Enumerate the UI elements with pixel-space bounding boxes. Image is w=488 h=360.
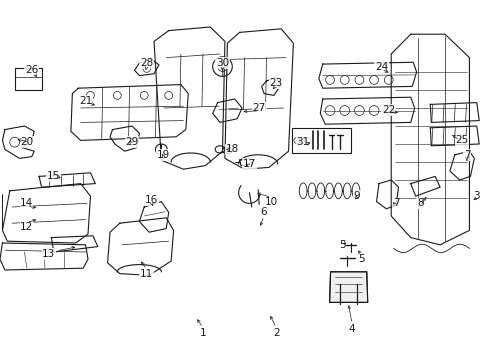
Text: 8: 8 <box>416 198 423 208</box>
Text: 22: 22 <box>381 105 395 115</box>
Circle shape <box>86 91 94 99</box>
Text: 5: 5 <box>338 240 345 250</box>
Text: 30: 30 <box>216 58 228 68</box>
Circle shape <box>354 105 364 116</box>
Text: 27: 27 <box>252 103 265 113</box>
Text: 14: 14 <box>20 198 34 208</box>
Text: 25: 25 <box>454 135 468 145</box>
Circle shape <box>368 105 378 116</box>
Circle shape <box>354 76 363 84</box>
Text: 3: 3 <box>472 191 479 201</box>
Text: 31: 31 <box>296 137 309 147</box>
Text: 10: 10 <box>264 197 277 207</box>
Text: 15: 15 <box>47 171 61 181</box>
Text: 29: 29 <box>125 137 139 147</box>
Text: 28: 28 <box>140 58 153 68</box>
Text: 24: 24 <box>374 62 387 72</box>
Text: 1: 1 <box>199 328 206 338</box>
Text: 17: 17 <box>242 159 256 169</box>
Circle shape <box>340 76 348 84</box>
Text: 19: 19 <box>157 150 170 160</box>
Text: 21: 21 <box>79 96 92 106</box>
Circle shape <box>383 105 393 116</box>
Text: 4: 4 <box>348 324 355 334</box>
Text: 11: 11 <box>140 269 153 279</box>
Text: 5: 5 <box>358 254 365 264</box>
Polygon shape <box>329 272 367 302</box>
Text: 12: 12 <box>20 222 34 232</box>
Circle shape <box>369 76 378 84</box>
Circle shape <box>140 91 148 99</box>
Circle shape <box>339 105 349 116</box>
Circle shape <box>164 91 172 99</box>
Text: 16: 16 <box>144 195 158 205</box>
Text: 2: 2 <box>272 328 279 338</box>
Text: 6: 6 <box>260 207 267 217</box>
Text: 7: 7 <box>392 198 399 208</box>
Circle shape <box>384 76 392 84</box>
Bar <box>292 128 350 153</box>
Text: 23: 23 <box>269 78 283 88</box>
Text: 7: 7 <box>463 150 469 160</box>
Circle shape <box>325 76 334 84</box>
Text: 9: 9 <box>353 191 360 201</box>
Text: 26: 26 <box>25 65 39 75</box>
Text: 20: 20 <box>20 137 33 147</box>
Circle shape <box>113 91 121 99</box>
Text: 13: 13 <box>42 249 56 259</box>
Circle shape <box>325 105 334 116</box>
Text: 18: 18 <box>225 144 239 154</box>
